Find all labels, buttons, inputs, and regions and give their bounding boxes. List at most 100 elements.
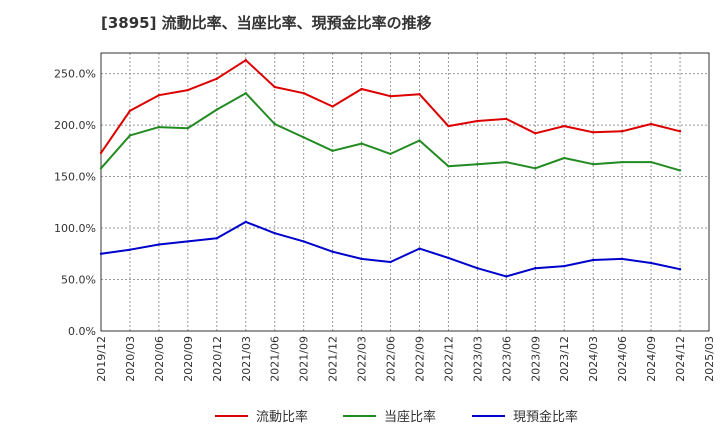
y-tick-label: 0.0%	[68, 325, 96, 338]
data-point	[591, 131, 595, 134]
data-point	[418, 139, 421, 142]
x-tick-label: 2023/06	[500, 336, 513, 382]
data-point	[563, 264, 566, 268]
x-tick-label: 2021/09	[298, 336, 311, 382]
data-point	[186, 88, 190, 92]
data-point	[505, 117, 508, 121]
data-point	[273, 85, 276, 89]
data-point	[99, 151, 103, 155]
legend: 流動比率 当座比率 現預金比率	[215, 409, 578, 425]
legend-label-2: 当座比率	[384, 409, 436, 425]
data-point	[360, 87, 363, 91]
data-point	[476, 119, 479, 123]
legend-label-3: 現預金比率	[513, 409, 578, 425]
x-tick-label: 2025/03	[703, 336, 716, 382]
x-tick-label: 2024/12	[674, 336, 687, 382]
x-tick-label: 2024/09	[645, 336, 658, 382]
data-point	[505, 275, 508, 278]
data-point	[620, 257, 624, 261]
data-point	[447, 124, 450, 128]
data-point	[534, 167, 537, 170]
data-point	[331, 105, 334, 108]
x-tick-label: 2024/03	[587, 336, 600, 382]
x-tick-label: 2021/12	[327, 336, 340, 382]
data-point	[534, 266, 537, 270]
data-point	[591, 163, 595, 166]
series-lines	[99, 59, 682, 278]
data-point	[360, 142, 363, 145]
chart-title: [3895] 流動比率、当座比率、現預金比率の推移	[101, 14, 432, 32]
data-point	[534, 132, 537, 135]
data-point	[360, 257, 363, 261]
data-point	[244, 91, 247, 95]
data-point	[591, 258, 595, 262]
x-tick-label: 2020/12	[211, 336, 224, 382]
data-point	[99, 167, 103, 170]
data-point	[128, 248, 132, 251]
data-point	[215, 237, 219, 240]
y-tick-label: 50.0%	[61, 274, 96, 287]
data-point	[389, 260, 392, 264]
data-point	[389, 95, 392, 98]
data-point	[678, 268, 682, 271]
data-point	[157, 243, 161, 246]
data-point	[302, 240, 305, 243]
x-tick-label: 2023/03	[471, 336, 484, 382]
data-point	[331, 149, 334, 153]
y-tick-label: 250.0%	[54, 68, 96, 81]
data-point	[157, 94, 161, 97]
data-point	[563, 156, 566, 160]
data-point	[215, 77, 219, 80]
x-tick-label: 2020/03	[124, 336, 137, 382]
data-point	[505, 160, 508, 164]
data-point	[476, 163, 479, 166]
x-tick-label: 2020/06	[153, 336, 166, 382]
data-point	[418, 247, 421, 250]
x-tick-label: 2021/06	[269, 336, 282, 382]
data-point	[244, 220, 247, 224]
legend-label-1: 流動比率	[256, 409, 308, 425]
x-tick-label: 2022/12	[442, 336, 455, 382]
data-point	[620, 160, 624, 164]
x-tick-label: 2020/09	[182, 336, 195, 382]
x-tick-label: 2024/06	[616, 336, 629, 382]
data-point	[678, 169, 682, 172]
x-tick-label: 2022/06	[385, 336, 398, 382]
plot-area-background	[101, 53, 709, 331]
data-point	[244, 59, 247, 62]
x-tick-label: 2021/03	[240, 336, 253, 382]
x-tick-label: 2019/12	[95, 336, 108, 382]
data-point	[128, 134, 132, 137]
data-point	[215, 108, 219, 111]
data-point	[273, 231, 276, 235]
data-point	[128, 109, 132, 112]
data-point	[186, 126, 190, 130]
data-point	[649, 122, 653, 126]
data-point	[678, 130, 682, 133]
axes: 0.0% 50.0% 100.0% 150.0% 200.0% 250.0% 2019/12…	[54, 52, 716, 382]
data-point	[447, 165, 450, 168]
data-point	[389, 152, 392, 156]
data-point	[99, 252, 103, 255]
data-point	[649, 160, 653, 164]
data-point	[418, 92, 421, 96]
x-tick-label: 2023/12	[558, 336, 571, 382]
data-point	[302, 91, 305, 95]
data-point	[563, 124, 566, 128]
x-tick-label: 2022/09	[413, 336, 426, 382]
y-tick-label: 150.0%	[54, 171, 96, 184]
data-point	[157, 125, 161, 129]
y-tick-label: 200.0%	[54, 119, 96, 132]
x-tick-label: 2022/03	[356, 336, 369, 382]
x-tick-label: 2023/09	[529, 336, 542, 382]
data-point	[649, 261, 653, 265]
data-point	[273, 122, 276, 126]
y-tick-label: 100.0%	[54, 222, 96, 235]
data-point	[302, 136, 305, 139]
data-point	[620, 130, 624, 133]
data-point	[331, 250, 334, 253]
data-point	[476, 266, 479, 270]
data-point	[186, 240, 190, 243]
